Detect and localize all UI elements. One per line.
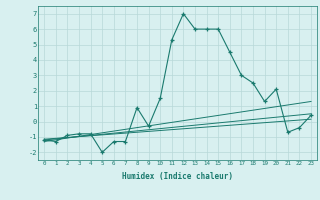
X-axis label: Humidex (Indice chaleur): Humidex (Indice chaleur) (122, 172, 233, 181)
